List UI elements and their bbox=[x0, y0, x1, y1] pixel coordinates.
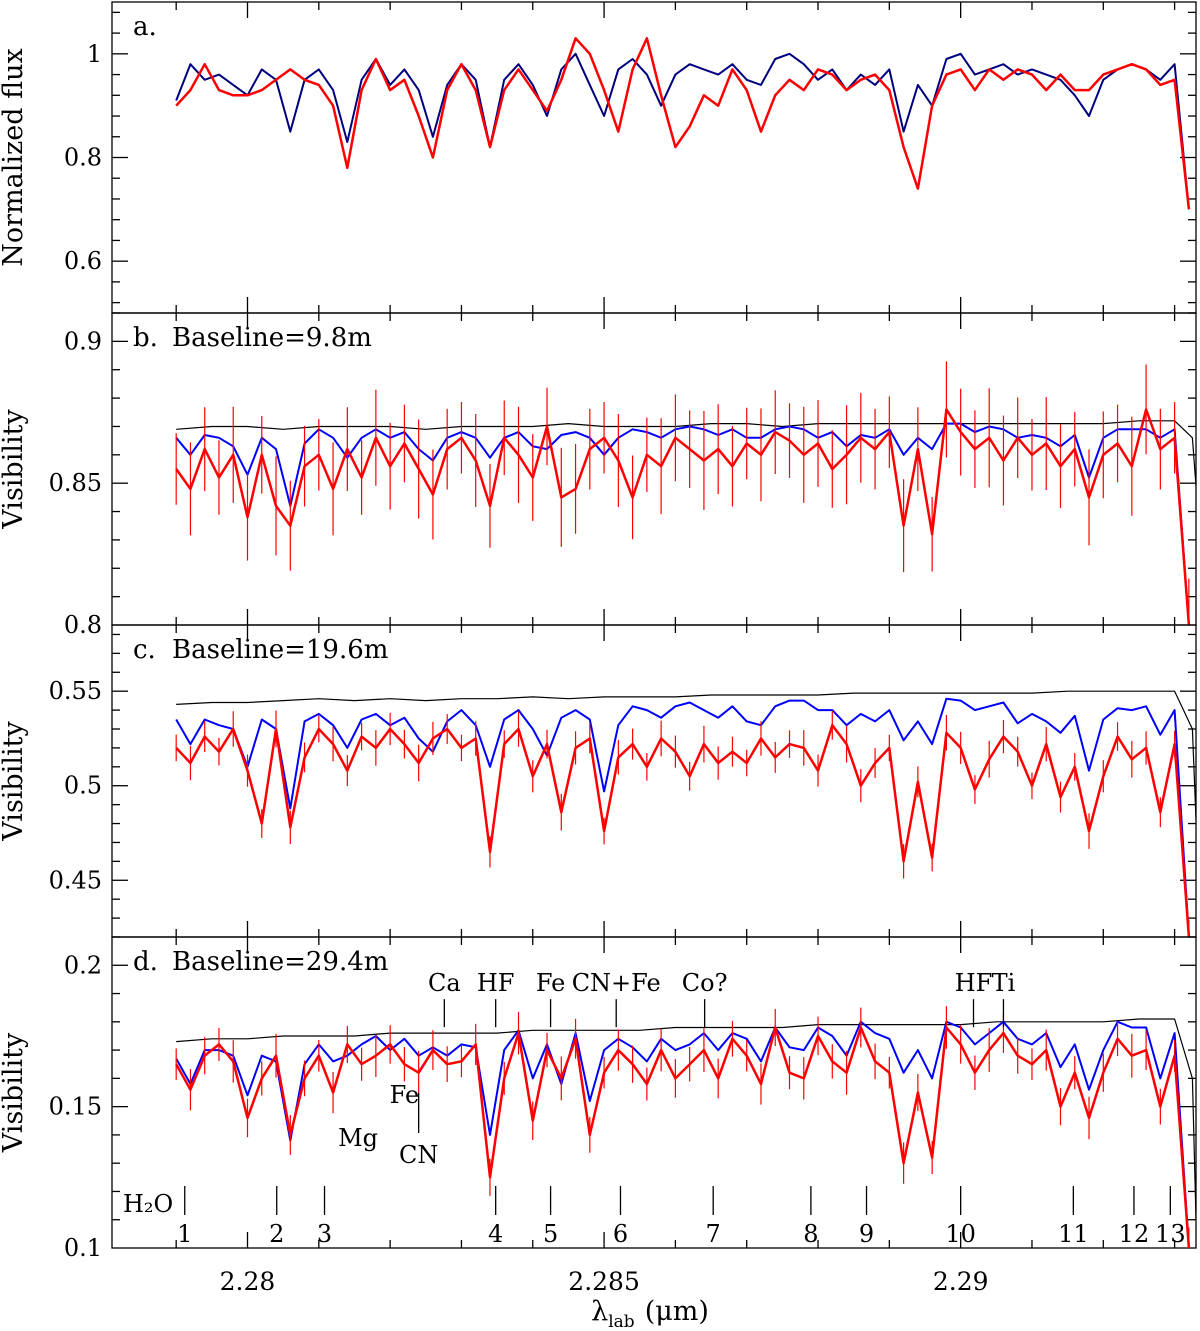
series-continuum bbox=[176, 1018, 1196, 1220]
h2o-marker-label: 2 bbox=[269, 1220, 284, 1248]
h2o-marker-label: 11 bbox=[1058, 1220, 1089, 1248]
y-tick-label: 0.6 bbox=[64, 247, 102, 275]
h2o-marker-label: 7 bbox=[706, 1220, 721, 1248]
panel-tag: b. bbox=[133, 323, 158, 353]
series-model bbox=[175, 1020, 1190, 1248]
x-axis-tick-label-2: 2.29 bbox=[933, 1267, 989, 1296]
panel-frame bbox=[111, 936, 1197, 1249]
series-model bbox=[175, 697, 1190, 937]
series-line-observed bbox=[175, 408, 1191, 625]
series-line-model bbox=[175, 697, 1190, 937]
series-continuum bbox=[176, 690, 1196, 820]
h2o-marker-label: 14 bbox=[1199, 1220, 1200, 1248]
line-id-label: Co? bbox=[682, 969, 728, 997]
series-line-model bbox=[175, 422, 1190, 625]
h2o-marker-label: 1 bbox=[177, 1220, 192, 1248]
series-observed bbox=[175, 710, 1191, 937]
series-observed bbox=[175, 1006, 1191, 1248]
y-tick-label: 0.5 bbox=[64, 772, 102, 800]
line-id-label: HF bbox=[955, 969, 993, 997]
series-line-observed bbox=[175, 723, 1191, 937]
series-observed bbox=[175, 37, 1191, 210]
x-axis-title-unit: (μm) bbox=[645, 1296, 709, 1327]
h2o-marker-label: 10 bbox=[945, 1220, 976, 1248]
y-tick-label: 0.9 bbox=[64, 327, 102, 355]
h2o-label: H₂O bbox=[123, 1190, 173, 1218]
y-tick-label: 0.1 bbox=[64, 1234, 102, 1262]
y-axis-title: Visibility bbox=[0, 721, 29, 842]
y-tick-label: 0.2 bbox=[64, 951, 102, 979]
line-id-label: Fe bbox=[390, 1081, 420, 1109]
series-line-continuum bbox=[176, 420, 1196, 487]
series-continuum bbox=[176, 420, 1196, 487]
panel-c: 0.45 0.5 0.55 Visibility c. Baseline=19.6m bbox=[0, 624, 1197, 938]
panel-title: Baseline=9.8m bbox=[172, 323, 372, 353]
panel-frame bbox=[111, 1, 1197, 314]
y-tick-label: 0.45 bbox=[49, 866, 102, 894]
panel-title: Baseline=19.6m bbox=[172, 635, 388, 665]
series-line-model bbox=[175, 52, 1190, 210]
panel-tag: d. bbox=[133, 947, 158, 977]
panel-a: 0.6 0.8 1 Normalized flux a. bbox=[0, 1, 1197, 314]
panel-tag: c. bbox=[133, 635, 156, 665]
panel-b: 0.8 0.85 0.9 Visibility b. Baseline=9.8m bbox=[0, 312, 1197, 639]
h2o-marker-label: 13 bbox=[1155, 1220, 1186, 1248]
h2o-marker-label: 8 bbox=[803, 1220, 818, 1248]
line-id-label: CN bbox=[399, 1141, 438, 1169]
y-tick-label: 0.55 bbox=[49, 677, 102, 705]
y-tick-label: 0.85 bbox=[49, 469, 102, 497]
panel-d: 0.1 0.15 0.2 Visibility d. Baseline=29.4m Ca HF… bbox=[0, 936, 1200, 1262]
series-observed bbox=[175, 361, 1191, 625]
y-tick-label: 1 bbox=[87, 40, 102, 68]
y-tick-label: 0.15 bbox=[49, 1093, 102, 1121]
h2o-marker-label: 9 bbox=[859, 1220, 874, 1248]
line-id-label: CN+Fe bbox=[572, 969, 661, 997]
h2o-marker-label: 3 bbox=[317, 1220, 332, 1248]
series-line-model bbox=[175, 1020, 1190, 1248]
h2o-marker-label: 4 bbox=[488, 1220, 503, 1248]
series-line-continuum bbox=[176, 690, 1196, 820]
x-axis-title-lambda: λ bbox=[591, 1296, 608, 1327]
panel-tag: a. bbox=[133, 12, 157, 42]
h2o-marker-label: 12 bbox=[1119, 1220, 1150, 1248]
line-id-label: Fe bbox=[536, 969, 566, 997]
line-id-label: HF bbox=[477, 969, 515, 997]
x-axis-title-sub: lab bbox=[608, 1312, 635, 1331]
line-id-label: Ca bbox=[428, 969, 461, 997]
series-model bbox=[175, 52, 1190, 210]
y-axis-title: Visibility bbox=[0, 409, 29, 530]
panel-frame bbox=[111, 312, 1197, 626]
line-id-label: Ti bbox=[992, 969, 1016, 997]
line-id-label: Mg bbox=[338, 1124, 378, 1152]
x-axis-tick-label-1: 2.285 bbox=[568, 1267, 640, 1296]
x-axis-tick-label-0: 2.28 bbox=[220, 1267, 276, 1296]
x-axis-title: λlab (μm) bbox=[591, 1296, 709, 1331]
y-axis-title: Visibility bbox=[0, 1032, 29, 1153]
h2o-marker-label: 6 bbox=[613, 1220, 628, 1248]
y-tick-label: 0.8 bbox=[64, 611, 102, 639]
y-axis-title: Normalized flux bbox=[0, 48, 29, 266]
y-tick-label: 0.8 bbox=[64, 144, 102, 172]
panel-title: Baseline=29.4m bbox=[172, 947, 388, 977]
series-line-continuum bbox=[176, 1018, 1196, 1220]
series-model bbox=[175, 422, 1190, 625]
h2o-marker-label: 5 bbox=[543, 1220, 558, 1248]
series-line-observed bbox=[175, 37, 1191, 210]
series-line-observed bbox=[175, 1026, 1191, 1248]
